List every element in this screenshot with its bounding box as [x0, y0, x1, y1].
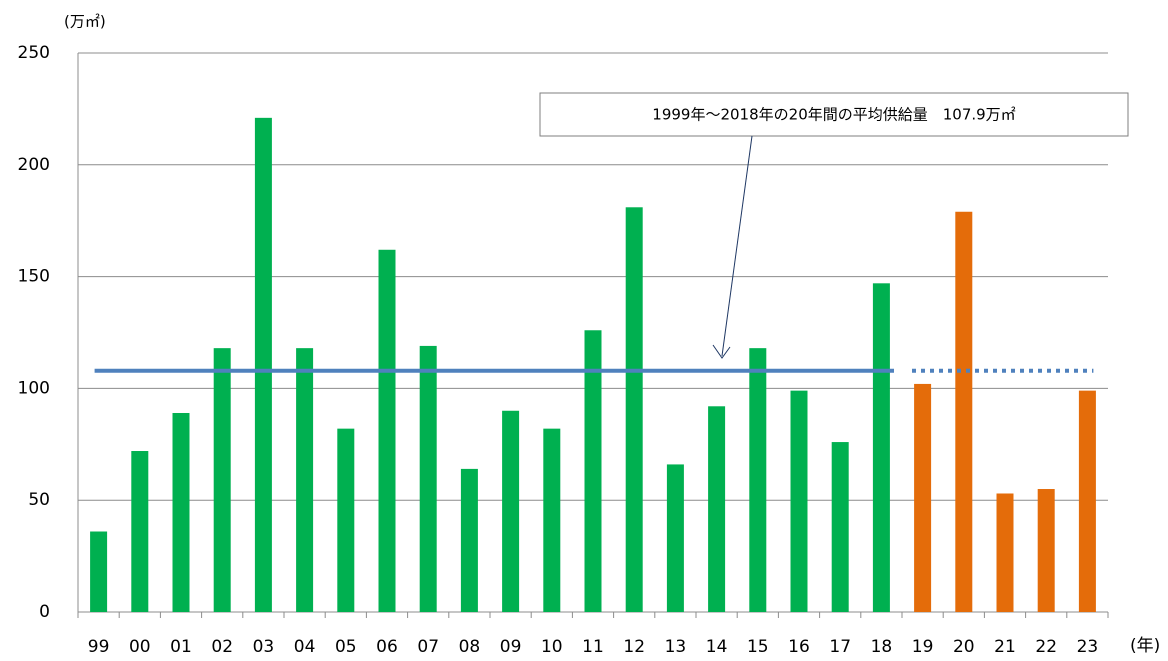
annotation-box	[539, 92, 1129, 137]
x-tick-label: 05	[335, 637, 357, 657]
bar	[131, 451, 149, 612]
bar	[1037, 489, 1055, 612]
y-tick-label: 200	[18, 155, 50, 175]
x-tick-label: 03	[253, 637, 275, 657]
bar	[90, 531, 108, 612]
x-axis-label: (年)	[1130, 636, 1160, 656]
bar	[955, 211, 973, 613]
arrow-head	[712, 344, 731, 359]
x-tick-label: 11	[582, 637, 604, 657]
x-tick-label: 22	[1035, 637, 1057, 657]
bar	[296, 348, 314, 612]
bar	[337, 428, 355, 612]
bar	[502, 410, 520, 612]
bar	[790, 390, 808, 612]
x-tick-label: 09	[500, 637, 522, 657]
x-tick-label: 06	[376, 637, 398, 657]
bar	[254, 117, 272, 613]
y-tick-label: 50	[28, 490, 50, 510]
x-tick-label: 20	[953, 637, 975, 657]
bar	[419, 345, 437, 612]
y-axis-label: (万㎡)	[64, 13, 106, 31]
bar	[213, 348, 231, 612]
bar	[543, 428, 561, 612]
bar	[172, 412, 190, 612]
bar	[584, 330, 602, 612]
y-tick-label: 250	[18, 43, 50, 63]
y-tick-label: 0	[39, 602, 50, 622]
plot-area: 0 50 100 150 200 250 99 00 01 02 03 04 05 06 07 08 09 10 1…	[18, 43, 1109, 657]
bar	[831, 442, 849, 612]
bar	[378, 249, 396, 612]
bar	[625, 207, 643, 612]
bar	[1078, 390, 1096, 612]
annotation: 1999年～2018年の20年間の平均供給量 107.9万㎡	[652, 106, 1015, 124]
x-tick-label: 99	[88, 637, 110, 657]
y-tick-label: 150	[18, 267, 50, 287]
bar	[914, 383, 932, 612]
x-tick-label: 02	[211, 637, 233, 657]
bar	[460, 468, 478, 612]
bar	[996, 493, 1014, 612]
x-tick-label: 15	[747, 637, 769, 657]
x-tick-label: 14	[706, 637, 728, 657]
x-tick-label: 08	[459, 637, 481, 657]
bar	[749, 348, 767, 612]
x-tick-label: 17	[829, 637, 851, 657]
x-tick-label: 19	[912, 637, 934, 657]
y-tick-label: 100	[18, 378, 50, 398]
x-tick-label: 23	[1077, 637, 1099, 657]
x-tick-label: 13	[665, 637, 687, 657]
x-tick-label: 16	[788, 637, 810, 657]
x-tick-label: 00	[129, 637, 151, 657]
x-tick-label: 18	[871, 637, 893, 657]
bar	[666, 464, 684, 612]
bar	[708, 406, 726, 612]
x-tick-label: 10	[541, 637, 563, 657]
bar	[872, 283, 890, 612]
x-tick-label: 07	[417, 637, 439, 657]
annotation-arrow	[721, 135, 753, 357]
x-tick-label: 01	[170, 637, 192, 657]
x-tick-label: 21	[994, 637, 1016, 657]
x-tick-label: 04	[294, 637, 316, 657]
x-tick-label: 12	[623, 637, 645, 657]
